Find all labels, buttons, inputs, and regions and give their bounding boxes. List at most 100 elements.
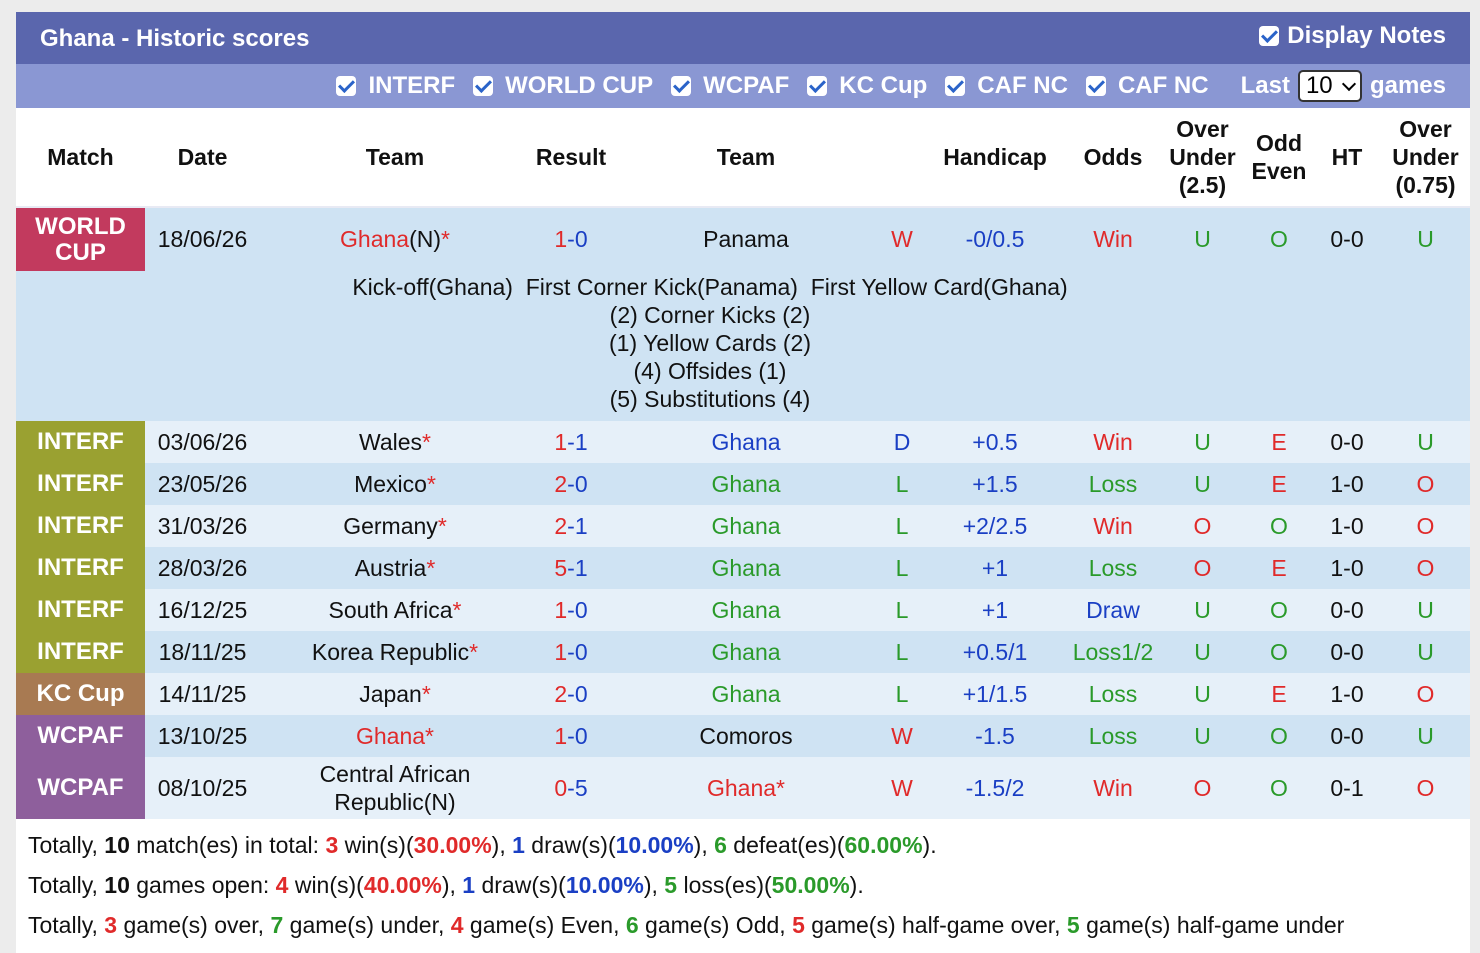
col-date: Date [145,108,260,208]
home-team[interactable]: Austria* [260,547,530,589]
games-count-select[interactable]: 10 [1297,70,1362,102]
match-row[interactable]: INTERF 18/11/25 Korea Republic* 1-0 Ghana L +0… [16,631,1470,673]
match-result[interactable]: 1-0 [530,589,612,631]
league-badge[interactable]: WORLD CUP [16,207,145,271]
filter-1[interactable]: WORLD CUP [473,72,653,100]
home-team[interactable]: Central African Republic(N) [260,757,530,819]
checkbox-icon[interactable] [671,76,692,96]
match-row[interactable]: WORLD CUP 18/06/26 Ghana(N)* 1-0 Panama W -0/0.… [16,207,1470,271]
wdl-result: D [880,421,924,463]
league-badge[interactable]: INTERF [16,505,145,547]
league-badge[interactable]: INTERF [16,589,145,631]
home-team[interactable]: Mexico* [260,463,530,505]
match-result[interactable]: 1-1 [530,421,612,463]
odd-even: O [1245,207,1313,271]
checkbox-icon[interactable] [336,76,357,96]
home-team[interactable]: Korea Republic* [260,631,530,673]
league-badge[interactable]: WCPAF [16,715,145,757]
away-team[interactable]: Ghana [612,673,880,715]
checkbox-icon[interactable] [1085,76,1106,96]
summary-over-under: Totally, 3 game(s) over, 7 game(s) under… [28,912,1345,938]
wdl-result: W [880,207,924,271]
match-row[interactable]: INTERF 31/03/26 Germany* 2-1 Ghana L +2/2.5 Win… [16,505,1470,547]
odds-result: Win [1066,421,1160,463]
match-row[interactable]: INTERF 28/03/26 Austria* 5-1 Ghana L +1 Loss O E 1… [16,547,1470,589]
half-time-score: 1-0 [1313,463,1381,505]
half-time-score: 1-0 [1313,673,1381,715]
away-team[interactable]: Ghana [612,547,880,589]
match-result[interactable]: 1-0 [530,715,612,757]
half-time-score: 0-0 [1313,207,1381,271]
odds-result: Loss [1066,547,1160,589]
half-time-score: 0-0 [1313,631,1381,673]
match-result[interactable]: 2-0 [530,463,612,505]
handicap-value: +1.5 [924,463,1066,505]
league-badge[interactable]: INTERF [16,421,145,463]
league-badge[interactable]: KC Cup [16,673,145,715]
filter-label: WORLD CUP [505,72,654,99]
over-under-075: U [1381,589,1470,631]
display-notes-toggle[interactable]: Display Notes [1259,22,1446,50]
match-row[interactable]: INTERF 23/05/26 Mexico* 2-0 Ghana L +1.5 Loss U E… [16,463,1470,505]
filter-5[interactable]: CAF NC [1085,72,1209,100]
home-team[interactable]: Ghana* [260,715,530,757]
summary-open: Totally, 10 games open: 4 win(s)(40.00%)… [28,872,864,898]
match-result[interactable]: 2-0 [530,673,612,715]
checkbox-icon[interactable] [473,76,494,96]
filter-3[interactable]: KC Cup [807,72,927,100]
league-badge[interactable]: INTERF [16,631,145,673]
odds-result: Draw [1066,589,1160,631]
match-notes-row: Kick-off(Ghana) First Corner Kick(Panama… [16,271,1470,421]
away-team[interactable]: Ghana [612,631,880,673]
home-team[interactable]: Ghana(N)* [260,207,530,271]
away-team[interactable]: Ghana [612,589,880,631]
wdl-result: W [880,757,924,819]
match-row[interactable]: KC Cup 14/11/25 Japan* 2-0 Ghana L +1/1.5 Loss U… [16,673,1470,715]
home-team[interactable]: Wales* [260,421,530,463]
filter-2[interactable]: WCPAF [671,72,789,100]
col-odds: Odds [1066,108,1160,208]
match-result[interactable]: 1-0 [530,631,612,673]
away-team[interactable]: Ghana [612,421,880,463]
match-result[interactable]: 0-5 [530,757,612,819]
handicap-value: +0.5 [924,421,1066,463]
league-badge[interactable]: INTERF [16,463,145,505]
match-row[interactable]: WCPAF 08/10/25 Central African Republic(N) 0… [16,757,1470,819]
home-team[interactable]: South Africa* [260,589,530,631]
col-wdl [880,108,924,208]
away-team[interactable]: Ghana [612,505,880,547]
away-team[interactable]: Panama [612,207,880,271]
col-match: Match [16,108,145,208]
league-badge[interactable]: INTERF [16,547,145,589]
away-team[interactable]: Ghana [612,463,880,505]
half-time-score: 0-1 [1313,757,1381,819]
away-team[interactable]: Comoros [612,715,880,757]
home-team[interactable]: Germany* [260,505,530,547]
col-odd-even: Odd Even [1245,108,1313,208]
half-time-score: 1-0 [1313,547,1381,589]
match-row[interactable]: WCPAF 13/10/25 Ghana* 1-0 Comoros W -1.5 Loss U O… [16,715,1470,757]
home-team[interactable]: Japan* [260,673,530,715]
match-result[interactable]: 2-1 [530,505,612,547]
over-under-075: O [1381,757,1470,819]
checkbox-icon[interactable] [807,76,828,96]
match-date: 14/11/25 [145,673,260,715]
match-row[interactable]: INTERF 03/06/26 Wales* 1-1 Ghana D +0.5 Win U E 0-… [16,421,1470,463]
games-count-value: 10 [1305,72,1333,99]
league-badge[interactable]: WCPAF [16,757,145,819]
match-date: 18/11/25 [145,631,260,673]
match-result[interactable]: 1-0 [530,207,612,271]
handicap-value: -0/0.5 [924,207,1066,271]
chevron-down-icon [1341,76,1357,92]
over-under-25: U [1160,589,1245,631]
away-team[interactable]: Ghana* [612,757,880,819]
checkbox-icon[interactable] [945,76,966,96]
display-notes-label: Display Notes [1287,22,1446,49]
filter-4[interactable]: CAF NC [945,72,1068,100]
match-result[interactable]: 5-1 [530,547,612,589]
match-row[interactable]: INTERF 16/12/25 South Africa* 1-0 Ghana L +1 Dr… [16,589,1470,631]
filter-0[interactable]: INTERF [336,72,455,100]
over-under-075: U [1381,207,1470,271]
odds-result: Win [1066,505,1160,547]
checkbox-icon[interactable] [1259,26,1280,46]
